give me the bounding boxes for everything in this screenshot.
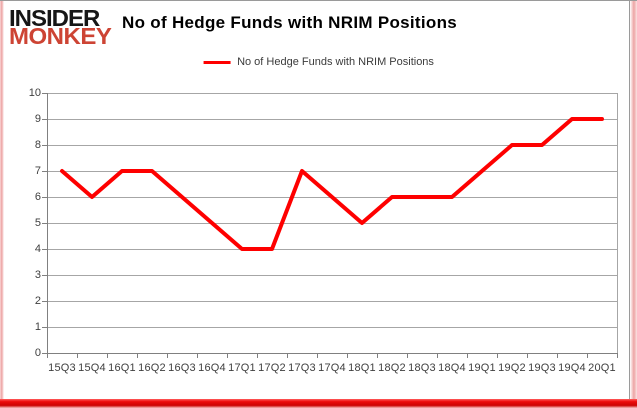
- x-tick-label: 15Q4: [78, 362, 106, 374]
- x-tick-label: 19Q3: [528, 362, 556, 374]
- frame-left-glow: [0, 1, 4, 399]
- frame-top-border: [0, 0, 637, 1]
- chart-title: No of Hedge Funds with NRIM Positions: [122, 13, 458, 32]
- y-tick-label: 3: [34, 269, 41, 281]
- x-tick-label: 18Q3: [408, 362, 436, 374]
- y-tick-label: 10: [28, 87, 41, 99]
- y-tick-label: 1: [34, 321, 41, 333]
- x-tick-label: 17Q3: [288, 362, 316, 374]
- y-tick-label: 8: [34, 139, 41, 151]
- logo-text-insider: INSIDER: [9, 6, 100, 32]
- legend: No of Hedge Funds with NRIM Positions: [203, 56, 434, 68]
- x-tick-label: 18Q4: [438, 362, 466, 374]
- x-tick-label: 18Q1: [348, 362, 376, 374]
- y-tick-label: 6: [34, 191, 41, 203]
- y-tick-label: 2: [34, 295, 41, 307]
- x-tick-label: 16Q3: [168, 362, 196, 374]
- legend-label: No of Hedge Funds with NRIM Positions: [237, 56, 434, 68]
- x-tick-label: 17Q4: [318, 362, 346, 374]
- insider-monkey-logo: INSIDER MONKEY: [9, 6, 112, 50]
- logo-text-monkey: MONKEY: [9, 24, 112, 50]
- x-tick-label: 19Q2: [498, 362, 526, 374]
- x-tick-label: 16Q4: [198, 362, 226, 374]
- y-tick-label: 5: [34, 217, 41, 229]
- x-tick-label: 16Q2: [138, 362, 166, 374]
- x-tick-label: 20Q1: [588, 362, 616, 374]
- y-tick-label: 4: [34, 243, 41, 255]
- x-tick-label: 19Q1: [468, 362, 496, 374]
- legend-line-swatch: [203, 60, 231, 64]
- x-tick-label: 16Q1: [108, 362, 136, 374]
- y-tick-label: 0: [34, 347, 41, 359]
- frame-bottom-red-bar: [0, 399, 637, 408]
- y-tick-label: 9: [34, 113, 41, 125]
- y-tick-label: 7: [34, 165, 41, 177]
- x-tick-label: 17Q1: [228, 362, 256, 374]
- x-tick-label: 17Q2: [258, 362, 286, 374]
- frame-right-glow: [629, 1, 637, 399]
- x-tick-label: 15Q3: [48, 362, 76, 374]
- x-tick-label: 19Q4: [558, 362, 586, 374]
- x-tick-label: 18Q2: [378, 362, 406, 374]
